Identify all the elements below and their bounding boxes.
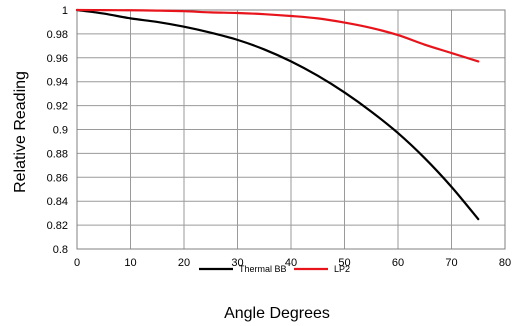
x-tick-label: 40 [285, 257, 297, 269]
series-lines [75, 8, 480, 221]
y-tick-label: 0.92 [47, 101, 68, 113]
y-tick-label: 0.96 [47, 53, 68, 65]
y-tick-label: 0.88 [47, 148, 68, 160]
legend-label: Thermal BB [239, 264, 287, 274]
x-axis-title: Angle Degrees [224, 305, 330, 322]
y-tick-label: 0.9 [53, 125, 68, 137]
y-tick-label: 0.82 [47, 220, 68, 232]
series-line-thermal-bb [75, 8, 480, 221]
y-tick-label: 0.98 [47, 29, 68, 41]
y-tick-label: 0.94 [47, 77, 68, 89]
tick-labels: 0 10 20 30 40 50 60 70 80 0.8 0.82 0.84 0.86 0.88 0.9 0… [47, 5, 512, 269]
x-tick-label: 80 [499, 257, 511, 269]
legend-label: LP2 [334, 264, 350, 274]
x-tick-label: 60 [392, 257, 404, 269]
grid [76, 9, 506, 250]
y-tick-label: 0.86 [47, 172, 68, 184]
x-tick-label: 20 [178, 257, 190, 269]
x-tick-label: 70 [445, 257, 457, 269]
y-tick-label: 0.84 [47, 196, 68, 208]
x-tick-label: 0 [74, 257, 80, 269]
x-tick-label: 30 [231, 257, 243, 269]
x-tick-label: 10 [124, 257, 136, 269]
y-tick-label: 1 [62, 5, 68, 17]
x-tick-label: 50 [338, 257, 350, 269]
series-line-lp2 [75, 8, 480, 63]
plot-area-frame [76, 9, 506, 250]
legend: Thermal BB LP2 [199, 264, 350, 274]
y-axis-title: Relative Reading [12, 71, 29, 193]
y-tick-label: 0.8 [53, 244, 68, 256]
